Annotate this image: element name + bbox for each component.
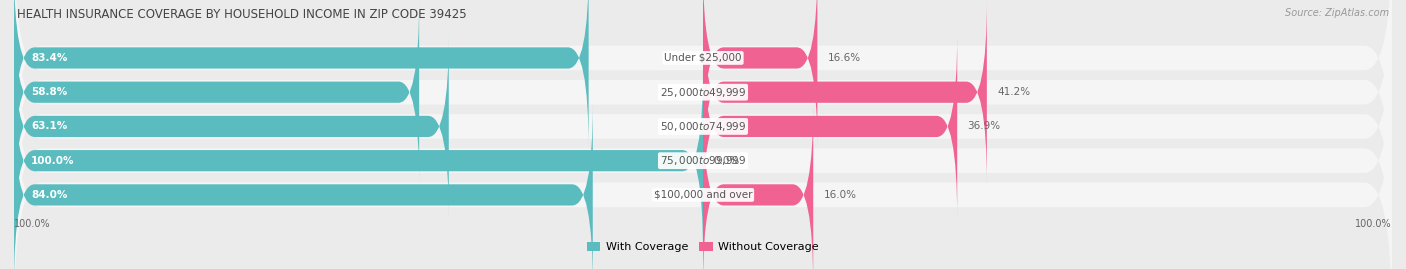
Text: 83.4%: 83.4% — [31, 53, 67, 63]
Text: 84.0%: 84.0% — [31, 190, 67, 200]
FancyBboxPatch shape — [14, 69, 703, 253]
FancyBboxPatch shape — [14, 0, 589, 150]
Text: 16.0%: 16.0% — [824, 190, 856, 200]
Text: $25,000 to $49,999: $25,000 to $49,999 — [659, 86, 747, 99]
Text: $50,000 to $74,999: $50,000 to $74,999 — [659, 120, 747, 133]
Text: HEALTH INSURANCE COVERAGE BY HOUSEHOLD INCOME IN ZIP CODE 39425: HEALTH INSURANCE COVERAGE BY HOUSEHOLD I… — [17, 8, 467, 21]
Text: 100.0%: 100.0% — [31, 156, 75, 166]
Text: 100.0%: 100.0% — [1355, 219, 1392, 229]
Text: 0.0%: 0.0% — [713, 156, 740, 166]
Text: 63.1%: 63.1% — [31, 121, 67, 132]
FancyBboxPatch shape — [14, 2, 1392, 251]
FancyBboxPatch shape — [703, 0, 987, 184]
Text: 58.8%: 58.8% — [31, 87, 67, 97]
FancyBboxPatch shape — [703, 103, 813, 269]
FancyBboxPatch shape — [14, 0, 1392, 183]
Text: 36.9%: 36.9% — [967, 121, 1001, 132]
Legend: With Coverage, Without Coverage: With Coverage, Without Coverage — [582, 237, 824, 256]
FancyBboxPatch shape — [703, 0, 817, 150]
Text: $75,000 to $99,999: $75,000 to $99,999 — [659, 154, 747, 167]
FancyBboxPatch shape — [703, 34, 957, 218]
Text: $100,000 and over: $100,000 and over — [654, 190, 752, 200]
FancyBboxPatch shape — [14, 36, 1392, 269]
Text: 100.0%: 100.0% — [14, 219, 51, 229]
FancyBboxPatch shape — [14, 103, 593, 269]
FancyBboxPatch shape — [14, 34, 449, 218]
Text: Under $25,000: Under $25,000 — [664, 53, 742, 63]
FancyBboxPatch shape — [14, 0, 1392, 217]
Text: 41.2%: 41.2% — [997, 87, 1031, 97]
Text: 16.6%: 16.6% — [828, 53, 860, 63]
FancyBboxPatch shape — [14, 0, 419, 184]
FancyBboxPatch shape — [14, 70, 1392, 269]
Text: Source: ZipAtlas.com: Source: ZipAtlas.com — [1285, 8, 1389, 18]
